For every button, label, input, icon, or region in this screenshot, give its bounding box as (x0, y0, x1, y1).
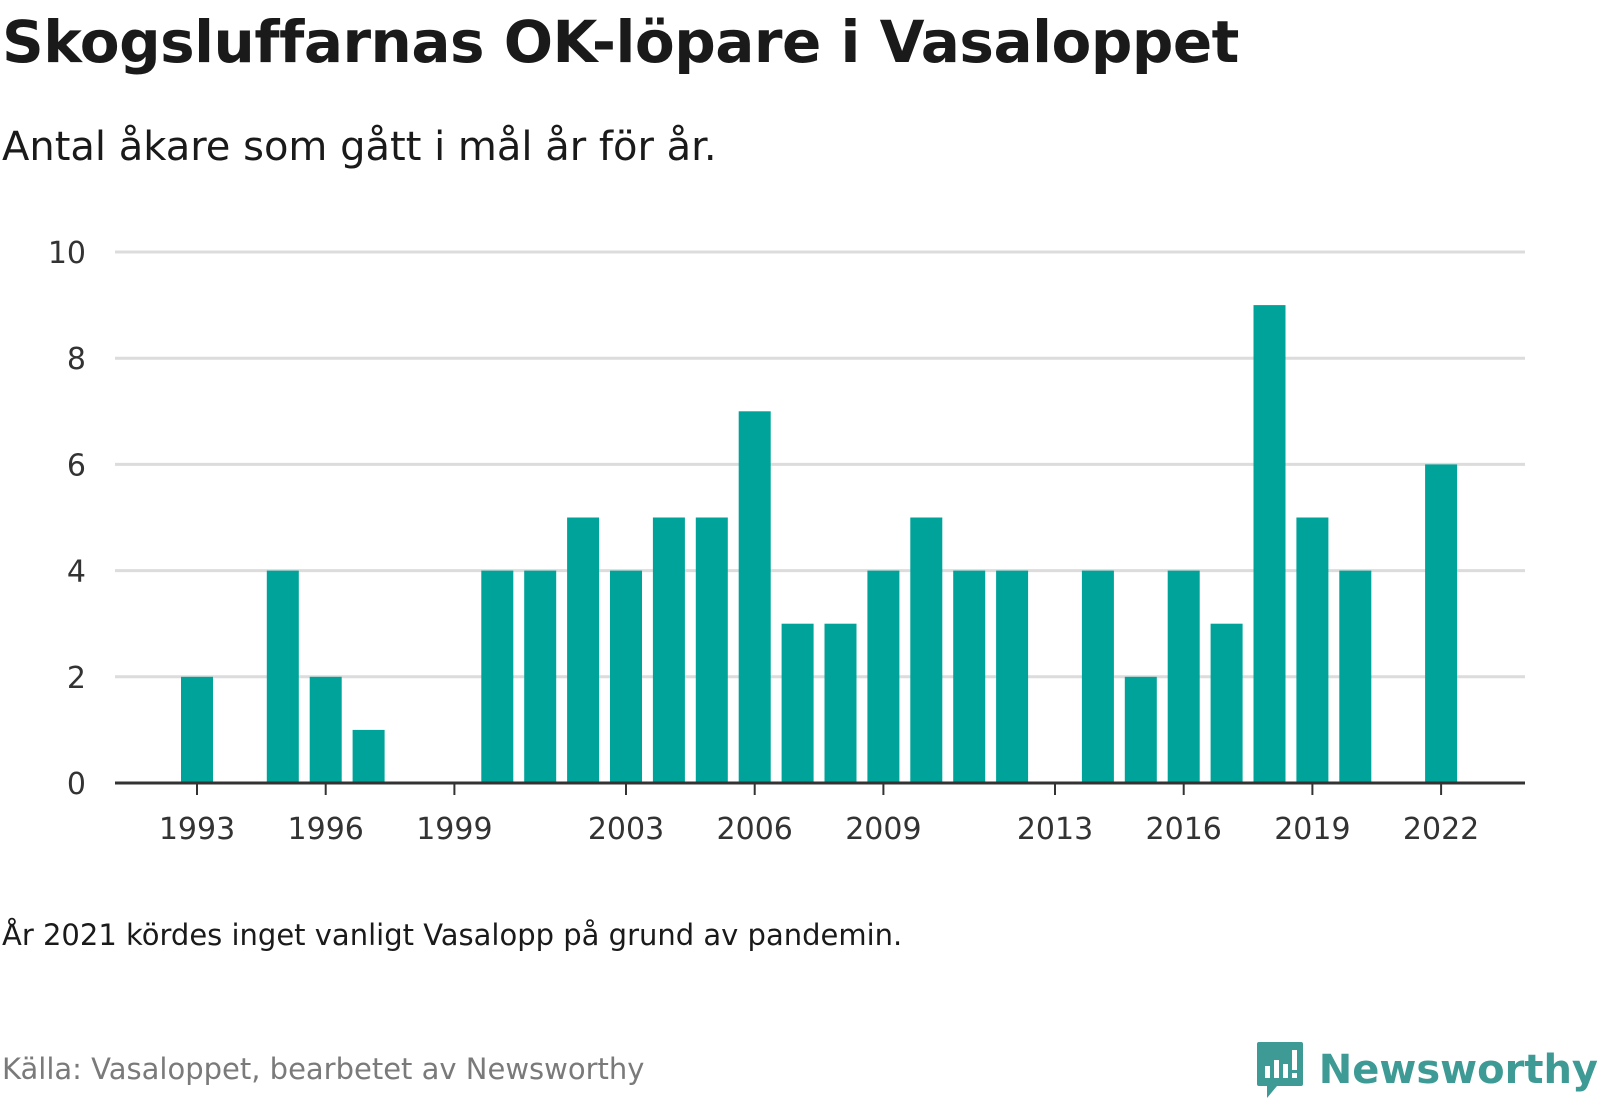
bar-2007 (781, 623, 814, 783)
bar-2020 (1339, 570, 1372, 783)
y-tick-label: 2 (67, 661, 86, 696)
bar-1995 (266, 570, 299, 783)
x-tick-label: 2003 (588, 812, 664, 847)
bar-1996 (309, 676, 342, 783)
bar-2008 (824, 623, 857, 783)
bar-1993 (181, 676, 213, 783)
x-tick-label: 2013 (1017, 812, 1093, 847)
bars (181, 305, 1458, 783)
bar-2003 (610, 570, 642, 783)
bar-2017 (1210, 623, 1243, 783)
bar-2001 (524, 570, 557, 783)
bar-2006 (738, 411, 771, 783)
bar-2022 (1425, 464, 1458, 783)
bar-2010 (910, 517, 943, 783)
bar-2018 (1253, 305, 1286, 783)
y-tick-label: 10 (48, 236, 86, 271)
x-axis (115, 781, 1525, 795)
x-tick-label: 1993 (159, 812, 235, 847)
bar-2002 (567, 517, 600, 783)
bar-2015 (1124, 676, 1157, 783)
brand-logo: Newsworthy (1255, 1040, 1598, 1100)
y-axis-labels: 0 2 4 6 8 10 (48, 236, 86, 802)
y-tick-label: 8 (67, 342, 86, 377)
chart-subtitle: Antal åkare som gått i mål år för år. (2, 124, 717, 170)
y-tick-label: 0 (67, 767, 86, 802)
brand-name: Newsworthy (1318, 1047, 1598, 1093)
bar-2014 (1081, 570, 1114, 783)
chart-title: Skogsluffarnas OK-löpare i Vasaloppet (2, 8, 1239, 76)
x-tick-label: 2019 (1274, 812, 1350, 847)
bar-2004 (652, 517, 685, 783)
chart-note: År 2021 kördes inget vanligt Vasalopp på… (2, 918, 903, 952)
bar-2005 (695, 517, 728, 783)
y-tick-label: 4 (67, 555, 86, 590)
bar-2019 (1296, 517, 1329, 783)
bar-chart: 0 2 4 6 8 10 1993 1996 1999 2003 2006 2009 2013 2016… (48, 236, 1525, 847)
x-tick-label: 1996 (288, 812, 364, 847)
bar-2000 (481, 570, 514, 783)
bar-1997 (352, 729, 385, 783)
x-tick-label: 2006 (717, 812, 793, 847)
bar-2009 (867, 570, 900, 783)
bar-2016 (1167, 570, 1200, 783)
newsworthy-logo-icon (1255, 1040, 1305, 1100)
bar-2011 (953, 570, 986, 783)
x-axis-labels: 1993 1996 1999 2003 2006 2009 2013 2016 2019 2022 (159, 812, 1479, 847)
source-credit: Källa: Vasaloppet, bearbetet av Newswort… (2, 1052, 645, 1086)
bar-2012 (996, 570, 1029, 783)
x-tick-label: 2022 (1403, 812, 1479, 847)
y-tick-label: 6 (67, 448, 86, 483)
x-tick-label: 2009 (845, 812, 921, 847)
x-tick-label: 1999 (416, 812, 492, 847)
x-tick-label: 2016 (1146, 812, 1222, 847)
grid-lines (115, 250, 1525, 679)
